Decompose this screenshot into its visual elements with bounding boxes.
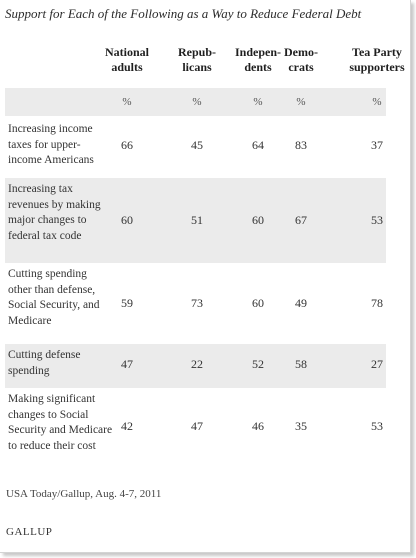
row-label-line: major changes to	[8, 214, 87, 226]
table-cell-value: 47	[121, 357, 133, 371]
row-label-line: Security and Medicare	[8, 424, 113, 436]
unit-label: %	[122, 96, 132, 108]
column-header: Tea Party supporters	[337, 45, 416, 75]
row-label: Increasing income taxes for upper-income …	[8, 122, 120, 169]
table-cell-value: 78	[371, 296, 383, 310]
table-cell-value: 42	[121, 419, 133, 433]
table-cell-value: 53	[371, 213, 383, 227]
table-cell-value: 66	[121, 138, 133, 152]
table-cell-value: 73	[191, 296, 203, 310]
column-header-line: National	[104, 45, 149, 59]
unit-row-band	[5, 88, 386, 116]
table-cell-value: 59	[121, 296, 133, 310]
row-label-line: Making significant	[8, 393, 96, 405]
unit-label: %	[372, 96, 382, 108]
row-label-line: Cutting spending	[8, 268, 87, 280]
table-cell-value: 37	[371, 138, 383, 152]
row-label-line: to reduce their cost	[8, 439, 96, 452]
column-header-line: dents	[244, 60, 272, 74]
column-header: Demo-crats	[276, 45, 326, 75]
row-label-line: Increasing tax	[8, 183, 73, 195]
column-header: National adults	[92, 45, 162, 75]
column-header-line: adults	[111, 60, 143, 74]
unit-label: %	[253, 96, 263, 108]
row-label: Cutting spending other than defense, Socia…	[8, 267, 120, 329]
row-label-line: other than defense,	[8, 283, 96, 296]
table-cell-value: 64	[252, 138, 264, 152]
table-cell-value: 47	[191, 419, 203, 433]
column-header-line: licans	[182, 60, 212, 74]
column-header: Indepen-dents	[228, 45, 288, 75]
column-header-line: supporters	[349, 60, 405, 74]
row-label-line: Increasing income	[8, 123, 93, 135]
table-cell-value: 60	[121, 213, 133, 227]
table-cell-value: 60	[252, 213, 264, 227]
unit-label: %	[296, 96, 306, 108]
table-cell-value: 51	[191, 213, 203, 227]
row-label-line: Cutting defense	[8, 349, 81, 361]
unit-label: %	[192, 96, 202, 108]
table-cell-value: 58	[295, 357, 307, 371]
table-cell-value: 53	[371, 419, 383, 433]
table-cell-value: 45	[191, 138, 203, 152]
row-label-line: Social Security, and	[8, 299, 100, 311]
column-header-line: Repub-	[177, 45, 216, 59]
row-label-line: changes to Social	[8, 408, 89, 421]
table-cell-value: 52	[252, 357, 264, 371]
table-cell-value: 27	[371, 357, 383, 371]
row-label: Making significant changes to Social Secur…	[8, 392, 120, 454]
column-header-line: Tea Party	[352, 45, 402, 59]
column-header-line: Demo-	[284, 45, 318, 59]
table-cell-value: 35	[295, 419, 307, 433]
table-cell-value: 67	[295, 213, 307, 227]
row-label: Cutting defense spending	[8, 348, 120, 379]
row-label-line: income Americans	[8, 154, 94, 166]
table-cell-value: 46	[252, 419, 264, 433]
row-label-line: federal tax code	[8, 229, 82, 242]
column-header: Repub-licans	[167, 45, 227, 75]
table-cell-value: 83	[295, 138, 307, 152]
row-label-line: taxes for upper-	[8, 138, 81, 151]
table-cell-value: 22	[191, 357, 203, 371]
table-row	[5, 344, 386, 388]
column-header-line: Indepen-	[234, 45, 281, 59]
source-note: USA Today/Gallup, Aug. 4-7, 2011	[6, 488, 162, 500]
table-row	[5, 178, 386, 263]
row-label: Increasing tax revenues by making major ch…	[8, 182, 120, 244]
chart-title: Support for Each of the Following as a W…	[5, 6, 362, 21]
table-cell-value: 60	[252, 296, 264, 310]
column-header-line: crats	[288, 60, 314, 74]
gallup-brand: GALLUP	[6, 526, 53, 538]
table-cell-value: 49	[295, 296, 307, 310]
row-label-line: Medicare	[8, 314, 52, 327]
chart-frame: Support for Each of the Following as a W…	[0, 0, 411, 553]
row-label-line: spending	[8, 364, 50, 377]
row-label-line: revenues by making	[8, 198, 101, 211]
